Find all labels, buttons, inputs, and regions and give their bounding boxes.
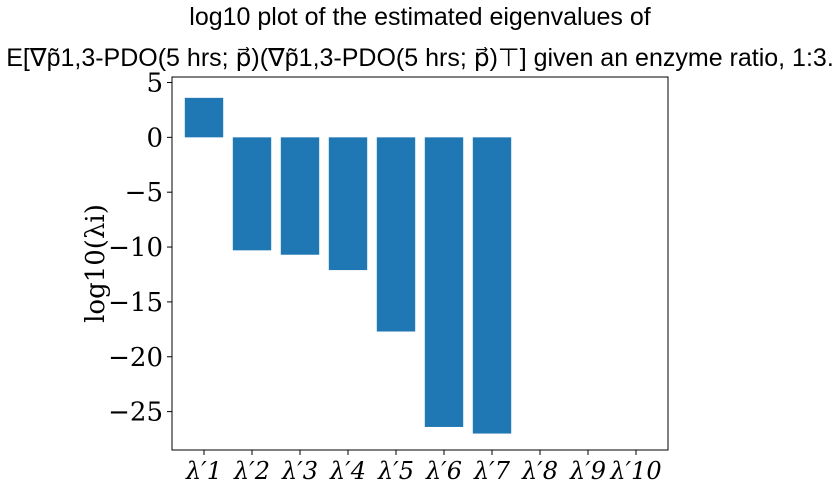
x-tick-label: λ′1 <box>185 457 222 485</box>
bars <box>184 97 512 434</box>
plot-area: 50−5−10−15−20−25 λ′1 λ′2 λ′3 λ′4 λ′5 λ′6 λ′7 λ′… <box>108 68 669 485</box>
bar-3 <box>280 137 320 255</box>
y-tick-label: −10 <box>108 233 163 263</box>
y-tick-label: 5 <box>146 68 163 98</box>
x-tick-label: λ′5 <box>377 457 414 485</box>
y-tick-label: −20 <box>108 343 163 373</box>
x-axis: λ′1 λ′2 λ′3 λ′4 λ′5 λ′6 λ′7 λ′8 λ′9 λ′10 <box>185 450 662 485</box>
x-tick-label: λ′3 <box>281 457 318 485</box>
y-axis: 5 0 −5 −10 −15 −20 −25 <box>108 68 172 428</box>
y-tick-label: 0 <box>146 123 163 153</box>
y-axis-label: log10(λi) <box>81 204 111 323</box>
plot-frame <box>171 76 669 451</box>
y-tick-label: −5 <box>125 178 163 208</box>
x-tick-label: λ′4 <box>329 457 366 485</box>
bar-7 <box>472 137 512 434</box>
x-tick-label: λ′9 <box>569 457 606 485</box>
y-tick-label: −25 <box>108 398 163 428</box>
x-tick-label: λ′7 <box>473 457 511 485</box>
x-tick-label: λ′2 <box>233 457 270 485</box>
bar-1 <box>184 97 224 138</box>
chart-title-line-1: log10 plot of the estimated eigenvalues … <box>189 3 650 31</box>
x-tick-label: λ′8 <box>521 457 558 485</box>
x-tick-label: λ′6 <box>425 457 462 485</box>
bar-6 <box>424 137 464 427</box>
chart-title-line-2: E[∇p̃1,3-PDO(5 hrs; p⃗)(∇p̃1,3-PDO(5 hrs… <box>6 44 834 72</box>
bar-4 <box>328 137 368 271</box>
bar-5 <box>376 137 416 332</box>
y-tick-label: −15 <box>108 288 163 318</box>
bar-2 <box>232 137 272 251</box>
x-tick-label: λ′10 <box>609 457 661 485</box>
